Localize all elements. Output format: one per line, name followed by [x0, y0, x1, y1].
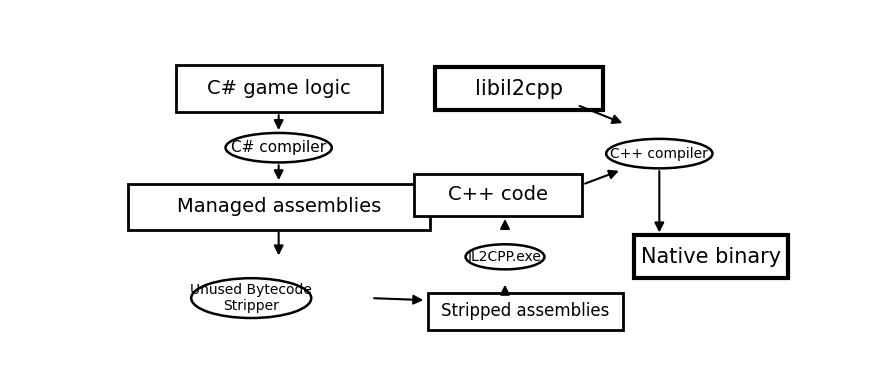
FancyBboxPatch shape [427, 293, 623, 330]
Text: IL2CPP.exe: IL2CPP.exe [468, 250, 542, 264]
Text: C# compiler: C# compiler [231, 140, 327, 155]
Ellipse shape [466, 244, 544, 269]
FancyBboxPatch shape [634, 236, 788, 278]
FancyBboxPatch shape [127, 184, 429, 229]
FancyBboxPatch shape [176, 65, 381, 112]
Ellipse shape [191, 278, 312, 318]
Text: Unused Bytecode
Stripper: Unused Bytecode Stripper [190, 283, 312, 313]
FancyBboxPatch shape [414, 173, 582, 216]
Ellipse shape [606, 139, 712, 169]
Ellipse shape [226, 133, 332, 162]
Text: libil2cpp: libil2cpp [474, 79, 563, 99]
Text: Native binary: Native binary [641, 247, 781, 267]
FancyBboxPatch shape [435, 67, 603, 110]
Text: C# game logic: C# game logic [207, 79, 350, 98]
Text: C++ code: C++ code [448, 185, 548, 205]
Text: Managed assemblies: Managed assemblies [176, 197, 381, 216]
Text: Stripped assemblies: Stripped assemblies [442, 303, 610, 320]
Text: C++ compiler: C++ compiler [611, 147, 708, 160]
